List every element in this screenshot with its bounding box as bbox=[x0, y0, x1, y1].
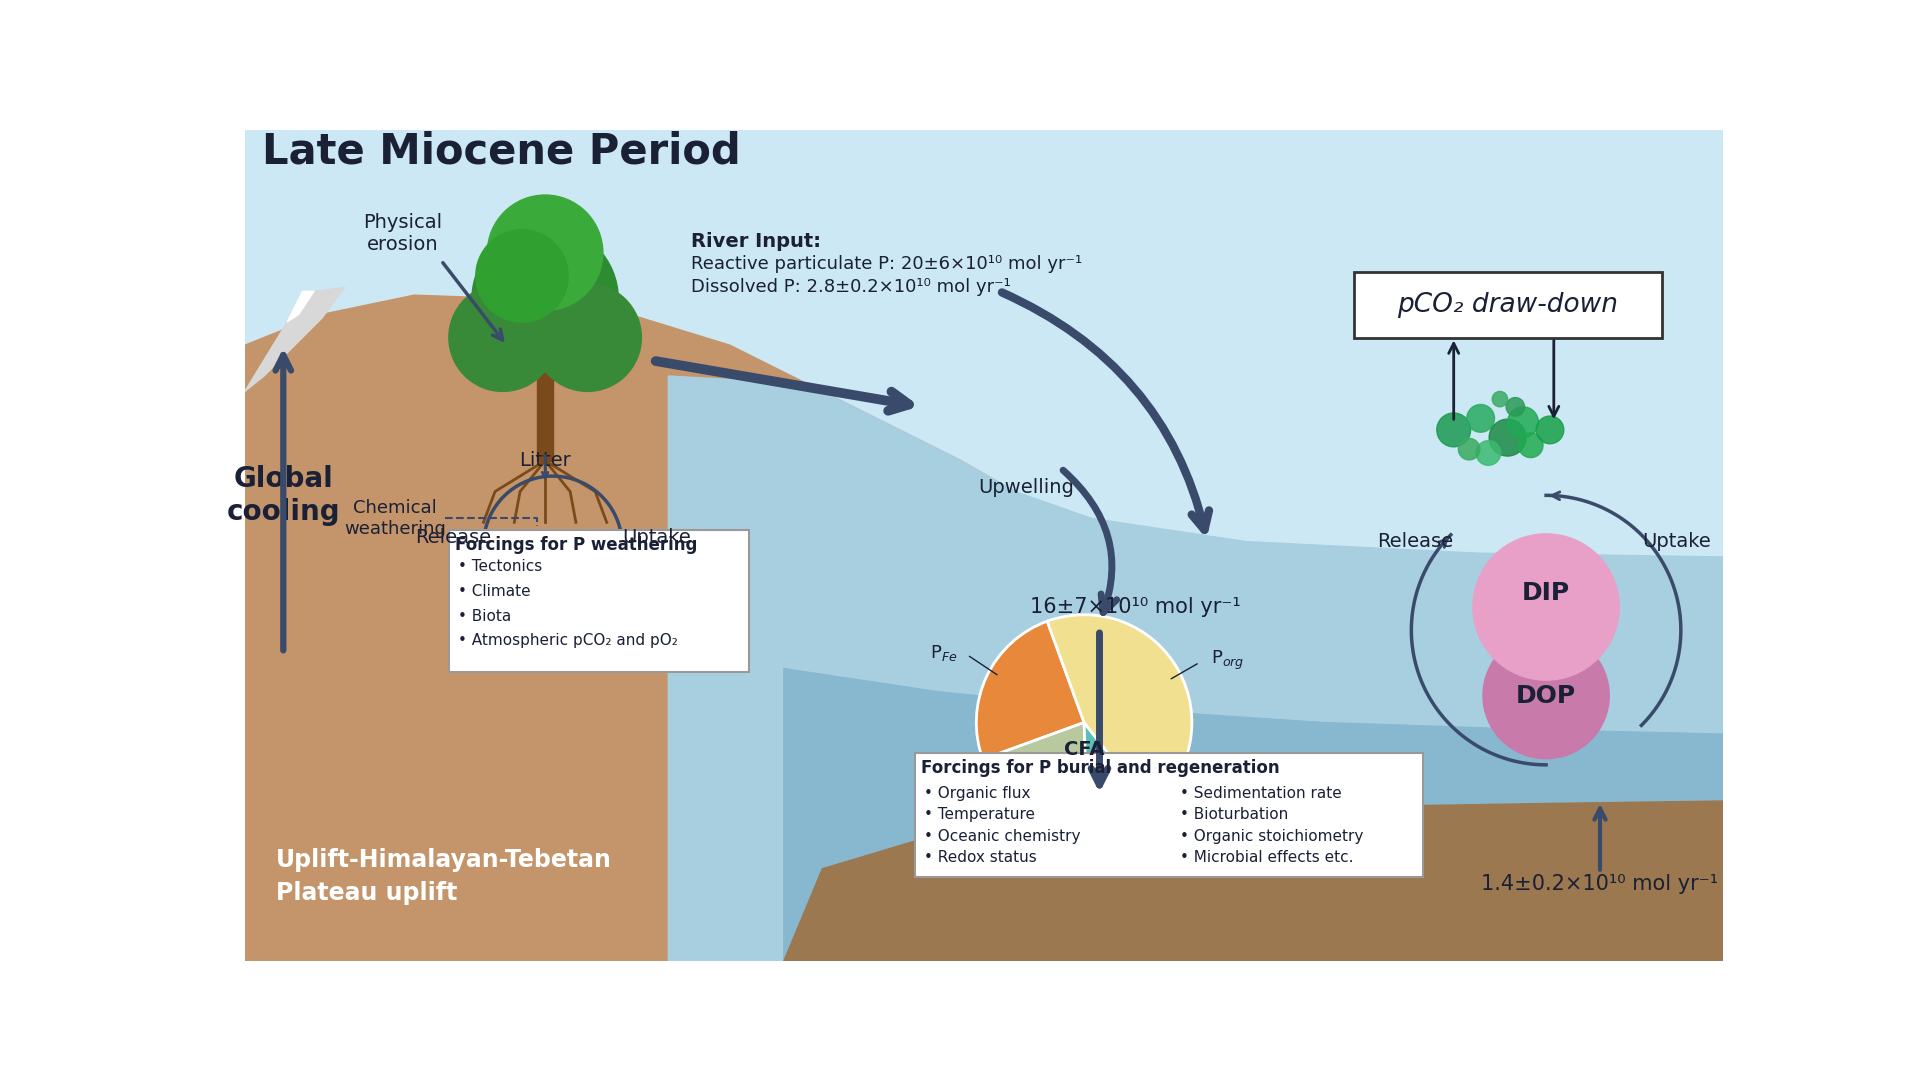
Polygon shape bbox=[246, 287, 346, 391]
Text: • Biota: • Biota bbox=[459, 608, 511, 623]
Text: 1.4±0.2×10¹⁰ mol yr⁻¹: 1.4±0.2×10¹⁰ mol yr⁻¹ bbox=[1482, 874, 1718, 894]
Circle shape bbox=[1519, 433, 1544, 458]
Text: DIP: DIP bbox=[1523, 581, 1571, 605]
Circle shape bbox=[1476, 441, 1501, 465]
Text: • Climate: • Climate bbox=[459, 584, 530, 599]
Polygon shape bbox=[668, 376, 1722, 961]
Text: • Microbial effects etc.: • Microbial effects etc. bbox=[1181, 850, 1354, 865]
Circle shape bbox=[1436, 413, 1471, 447]
Bar bbox=[538, 361, 553, 461]
Text: Physical
erosion: Physical erosion bbox=[363, 213, 442, 254]
Text: • Organic flux: • Organic flux bbox=[924, 785, 1031, 800]
Text: CFA: CFA bbox=[1064, 740, 1104, 759]
Wedge shape bbox=[983, 723, 1089, 831]
Circle shape bbox=[1490, 419, 1526, 456]
Circle shape bbox=[1505, 397, 1524, 416]
Text: Late Miocene Period: Late Miocene Period bbox=[261, 131, 741, 172]
Text: • Bioturbation: • Bioturbation bbox=[1181, 807, 1288, 822]
Polygon shape bbox=[246, 295, 1016, 961]
Circle shape bbox=[1492, 391, 1507, 407]
Text: Reactive particulate P: 20±6×10¹⁰ mol yr⁻¹: Reactive particulate P: 20±6×10¹⁰ mol yr… bbox=[691, 255, 1083, 273]
Text: • Oceanic chemistry: • Oceanic chemistry bbox=[924, 828, 1081, 843]
Text: Uptake: Uptake bbox=[622, 528, 691, 548]
Circle shape bbox=[488, 195, 603, 311]
Text: pCO₂ draw-down: pCO₂ draw-down bbox=[1398, 292, 1619, 318]
Wedge shape bbox=[1085, 723, 1150, 831]
Circle shape bbox=[1459, 438, 1480, 460]
Text: Chemical
weathering: Chemical weathering bbox=[344, 499, 445, 538]
FancyBboxPatch shape bbox=[449, 530, 749, 673]
Text: Release: Release bbox=[1377, 532, 1453, 551]
Text: Forcings for P burial and regeneration: Forcings for P burial and regeneration bbox=[922, 759, 1279, 778]
Text: • Organic stoichiometry: • Organic stoichiometry bbox=[1181, 828, 1363, 843]
Text: Uptake: Uptake bbox=[1644, 532, 1711, 551]
Circle shape bbox=[1473, 534, 1619, 680]
Text: • Atmospheric pCO₂ and pO₂: • Atmospheric pCO₂ and pO₂ bbox=[459, 633, 678, 648]
Text: Forcings for P weathering: Forcings for P weathering bbox=[455, 536, 697, 554]
Text: Upwelling: Upwelling bbox=[979, 478, 1075, 497]
Text: 16±7×10¹⁰ mol yr⁻¹: 16±7×10¹⁰ mol yr⁻¹ bbox=[1031, 597, 1240, 617]
Circle shape bbox=[472, 226, 618, 373]
Text: River Input:: River Input: bbox=[691, 232, 822, 251]
Text: • Redox status: • Redox status bbox=[924, 850, 1037, 865]
FancyBboxPatch shape bbox=[914, 754, 1423, 877]
Text: Litter: Litter bbox=[518, 451, 570, 470]
Circle shape bbox=[534, 284, 641, 391]
Text: Global
cooling: Global cooling bbox=[227, 465, 340, 526]
Text: • Sedimentation rate: • Sedimentation rate bbox=[1181, 785, 1342, 800]
Polygon shape bbox=[288, 292, 315, 322]
Text: P$_{Fe}$: P$_{Fe}$ bbox=[929, 644, 956, 663]
Circle shape bbox=[1467, 405, 1494, 432]
Text: Uplift-Himalayan-Tebetan
Plateau uplift: Uplift-Himalayan-Tebetan Plateau uplift bbox=[276, 848, 611, 905]
Circle shape bbox=[476, 230, 568, 322]
Circle shape bbox=[1482, 633, 1609, 758]
Text: • Tectonics: • Tectonics bbox=[459, 559, 541, 575]
Text: Release: Release bbox=[415, 528, 492, 548]
Text: DOP: DOP bbox=[1517, 684, 1576, 707]
Text: Dissolved P: 2.8±0.2×10¹⁰ mol yr⁻¹: Dissolved P: 2.8±0.2×10¹⁰ mol yr⁻¹ bbox=[691, 279, 1012, 296]
Circle shape bbox=[1507, 407, 1538, 437]
Circle shape bbox=[1536, 416, 1563, 444]
Text: P$_{org}$: P$_{org}$ bbox=[1212, 649, 1244, 673]
FancyBboxPatch shape bbox=[1354, 272, 1661, 337]
Wedge shape bbox=[1046, 615, 1192, 808]
Wedge shape bbox=[975, 621, 1085, 759]
Polygon shape bbox=[783, 669, 1722, 961]
Polygon shape bbox=[783, 801, 1722, 961]
Circle shape bbox=[449, 284, 557, 391]
Text: • Temperature: • Temperature bbox=[924, 807, 1035, 822]
